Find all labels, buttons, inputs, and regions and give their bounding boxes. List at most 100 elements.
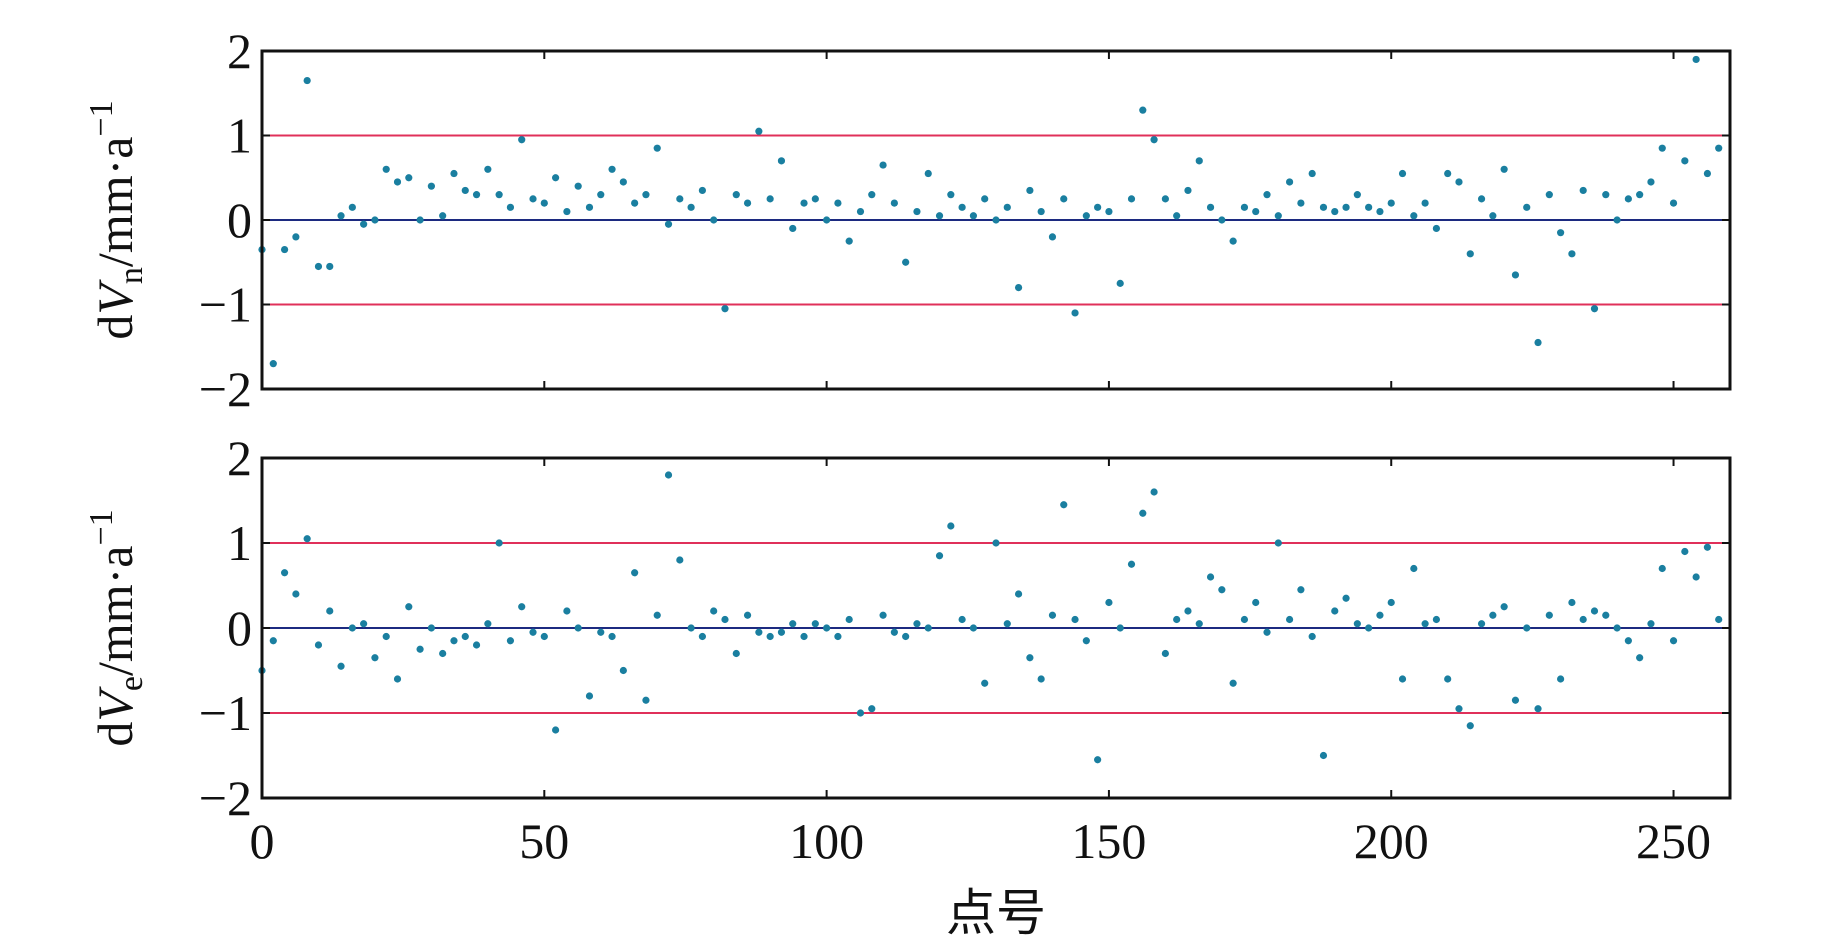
point bbox=[1511, 271, 1520, 279]
point bbox=[1387, 598, 1395, 607]
point bbox=[1365, 624, 1373, 632]
point bbox=[597, 628, 605, 636]
point bbox=[337, 212, 345, 220]
point bbox=[1105, 207, 1113, 216]
point bbox=[1681, 547, 1689, 556]
point bbox=[1534, 338, 1542, 347]
point bbox=[1048, 611, 1057, 619]
point bbox=[1432, 615, 1440, 624]
point bbox=[823, 216, 831, 224]
point bbox=[1308, 169, 1316, 178]
point bbox=[845, 237, 853, 245]
x-tick-label: 0 bbox=[250, 813, 275, 869]
point bbox=[1613, 624, 1621, 632]
point bbox=[1116, 279, 1124, 287]
point bbox=[326, 607, 334, 615]
point bbox=[1466, 250, 1474, 258]
x-tick-label: 250 bbox=[1636, 813, 1711, 869]
point bbox=[1071, 309, 1079, 317]
point bbox=[789, 224, 797, 233]
point bbox=[947, 191, 955, 199]
point bbox=[1500, 165, 1508, 173]
point bbox=[1624, 195, 1632, 203]
point bbox=[427, 182, 435, 190]
point bbox=[416, 216, 424, 224]
point bbox=[687, 624, 695, 632]
point bbox=[563, 607, 571, 615]
point bbox=[1444, 169, 1452, 178]
point bbox=[1511, 696, 1520, 704]
point bbox=[981, 195, 989, 203]
point bbox=[1184, 607, 1192, 615]
point bbox=[1014, 284, 1023, 292]
point bbox=[563, 207, 571, 216]
y-axis-label: dVn/mm·a−1 bbox=[83, 100, 150, 339]
point bbox=[1557, 675, 1565, 683]
point bbox=[1579, 186, 1587, 195]
point bbox=[574, 182, 582, 190]
point bbox=[585, 692, 594, 700]
point bbox=[269, 360, 277, 368]
point bbox=[506, 203, 515, 211]
point bbox=[608, 165, 616, 173]
point bbox=[969, 624, 978, 632]
point bbox=[1082, 212, 1090, 220]
point bbox=[1105, 598, 1113, 607]
point bbox=[698, 186, 707, 195]
point bbox=[868, 191, 876, 199]
point bbox=[348, 203, 356, 211]
point bbox=[1297, 199, 1305, 207]
point bbox=[1206, 203, 1215, 211]
point bbox=[393, 178, 402, 186]
point bbox=[1398, 675, 1407, 683]
point bbox=[1489, 611, 1497, 619]
y-tick-label: −1 bbox=[199, 685, 252, 741]
point bbox=[405, 174, 413, 182]
point bbox=[856, 207, 865, 216]
point bbox=[326, 262, 334, 271]
point bbox=[1602, 611, 1610, 619]
y-axis-label-part: d bbox=[87, 722, 143, 747]
point bbox=[1274, 212, 1282, 220]
point bbox=[777, 157, 786, 165]
point bbox=[1477, 620, 1486, 628]
point bbox=[495, 539, 503, 547]
point bbox=[879, 161, 887, 169]
point bbox=[1060, 501, 1068, 509]
point bbox=[631, 199, 639, 207]
point bbox=[439, 649, 447, 658]
point bbox=[495, 191, 503, 199]
point bbox=[1263, 628, 1271, 636]
point bbox=[1658, 564, 1666, 573]
x-axis-label: 点号 bbox=[946, 885, 1046, 941]
point bbox=[280, 569, 289, 577]
point bbox=[1037, 207, 1045, 216]
point bbox=[1319, 751, 1328, 760]
point bbox=[292, 233, 300, 241]
point bbox=[427, 624, 435, 632]
point bbox=[1365, 203, 1373, 211]
point bbox=[1274, 539, 1282, 547]
point bbox=[1150, 136, 1158, 144]
point bbox=[348, 624, 356, 632]
point bbox=[958, 203, 966, 211]
point bbox=[992, 216, 1000, 224]
point bbox=[1026, 654, 1034, 662]
y-axis-label-part: −1 bbox=[83, 100, 120, 136]
point bbox=[371, 216, 379, 224]
point bbox=[1286, 615, 1294, 624]
point bbox=[1534, 705, 1542, 713]
point bbox=[1240, 203, 1249, 211]
point bbox=[1444, 675, 1452, 683]
point bbox=[608, 632, 616, 641]
point bbox=[890, 628, 898, 636]
point bbox=[1229, 237, 1237, 245]
point bbox=[1421, 199, 1429, 207]
point bbox=[1252, 207, 1260, 216]
point bbox=[1263, 191, 1271, 199]
point bbox=[935, 212, 944, 220]
point bbox=[1692, 55, 1700, 64]
point bbox=[755, 628, 763, 636]
point bbox=[314, 641, 323, 649]
